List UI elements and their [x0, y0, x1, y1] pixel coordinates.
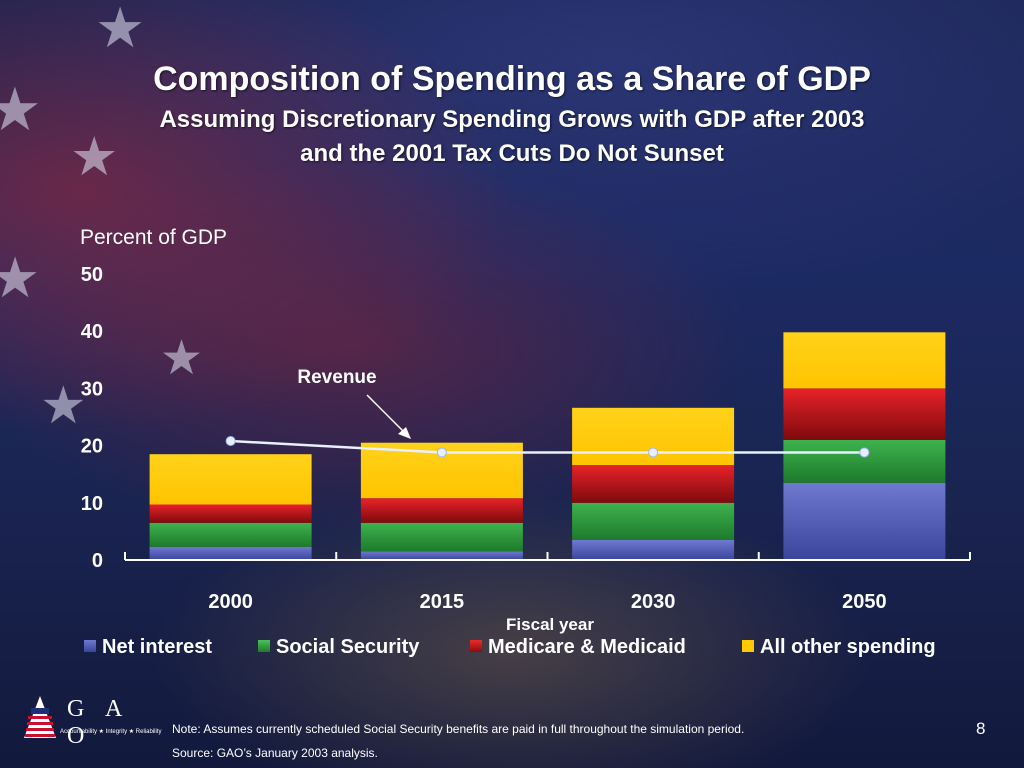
bar-all-other-spending-2000: [149, 454, 312, 505]
y-tick-label: 0: [92, 550, 103, 572]
legend-item-medicare-medicaid: Medicare & Medicaid: [470, 636, 686, 659]
legend-label: Social Security: [276, 636, 420, 658]
star-icon: ★: [40, 377, 87, 435]
legend-swatch-social-security: [258, 640, 270, 652]
revenue-annotation-arrow: [366, 394, 406, 434]
revenue-point-2000: [225, 436, 236, 447]
x-axis-label: Fiscal year: [506, 615, 594, 634]
legend-item-all-other-spending: All other spending: [742, 636, 936, 659]
y-tick-label: 50: [81, 264, 103, 286]
revenue-annotation-arrowhead: [398, 427, 411, 439]
legend-label: Net interest: [102, 636, 213, 658]
x-tick-label-2030: 2030: [631, 591, 676, 613]
legend-swatch-medicare-medicaid: [470, 640, 482, 652]
star-icon: ★: [0, 76, 42, 143]
revenue-point-2015: [436, 447, 447, 458]
legend-item-net-interest: Net interest: [84, 636, 212, 659]
bar-social-security-2030: [572, 502, 735, 540]
legend-swatch-net-interest: [84, 640, 96, 652]
bar-medicare-medicaid-2050: [783, 388, 946, 440]
star-icon: ★: [95, 0, 146, 59]
gao-logo-text: G A O: [67, 696, 130, 749]
x-tick-label-2015: 2015: [420, 591, 465, 613]
bar-net-interest-2030: [572, 540, 735, 560]
y-axis-label: Percent of GDP: [80, 226, 228, 249]
star-icon: ★: [0, 246, 41, 309]
bar-net-interest-2000: [149, 546, 312, 560]
star-icon: ★: [70, 127, 119, 187]
gao-logo-emblem-icon: [24, 696, 56, 738]
bar-net-interest-2015: [360, 551, 523, 560]
bar-net-interest-2050: [783, 482, 946, 560]
page-number: 8: [976, 719, 986, 738]
chart-legend: Net interest Social Security Medicare & …: [0, 636, 1024, 662]
x-tick-label-2000: 2000: [208, 591, 253, 613]
y-tick-label: 40: [81, 321, 103, 343]
star-icon: ★: [160, 332, 204, 385]
y-tick-label: 30: [81, 378, 103, 400]
revenue-annotation-label: Revenue: [297, 367, 376, 388]
legend-swatch-all-other-spending: [742, 640, 754, 652]
footnote: Note: Assumes currently scheduled Social…: [172, 722, 745, 736]
gao-logo-tagline: Accountability ★ Integrity ★ Reliability: [60, 729, 162, 735]
chart-title: Composition of Spending as a Share of GD…: [153, 60, 871, 98]
y-tick-label: 10: [81, 493, 103, 515]
revenue-point-2030: [648, 447, 659, 458]
bar-social-security-2015: [360, 522, 523, 552]
bar-social-security-2050: [783, 439, 946, 483]
source-note: Source: GAO’s January 2003 analysis.: [172, 746, 378, 760]
gao-logo: G A O Accountability ★ Integrity ★ Relia…: [22, 694, 161, 749]
chart-subtitle-line1: Assuming Discretionary Spending Grows wi…: [159, 106, 865, 133]
revenue-point-2050: [859, 447, 870, 458]
legend-label: Medicare & Medicaid: [488, 636, 686, 658]
x-tick-label-2050: 2050: [842, 591, 887, 613]
bar-social-security-2000: [149, 522, 312, 547]
revenue-line: [230, 439, 865, 454]
legend-item-social-security: Social Security: [258, 636, 419, 659]
bar-all-other-spending-2050: [783, 332, 946, 389]
bar-medicare-medicaid-2000: [149, 504, 312, 523]
bar-medicare-medicaid-2030: [572, 465, 735, 503]
y-tick-label: 20: [81, 436, 103, 458]
bar-medicare-medicaid-2015: [360, 498, 523, 523]
chart-subtitle-line2: and the 2001 Tax Cuts Do Not Sunset: [300, 140, 724, 167]
legend-label: All other spending: [760, 636, 936, 658]
